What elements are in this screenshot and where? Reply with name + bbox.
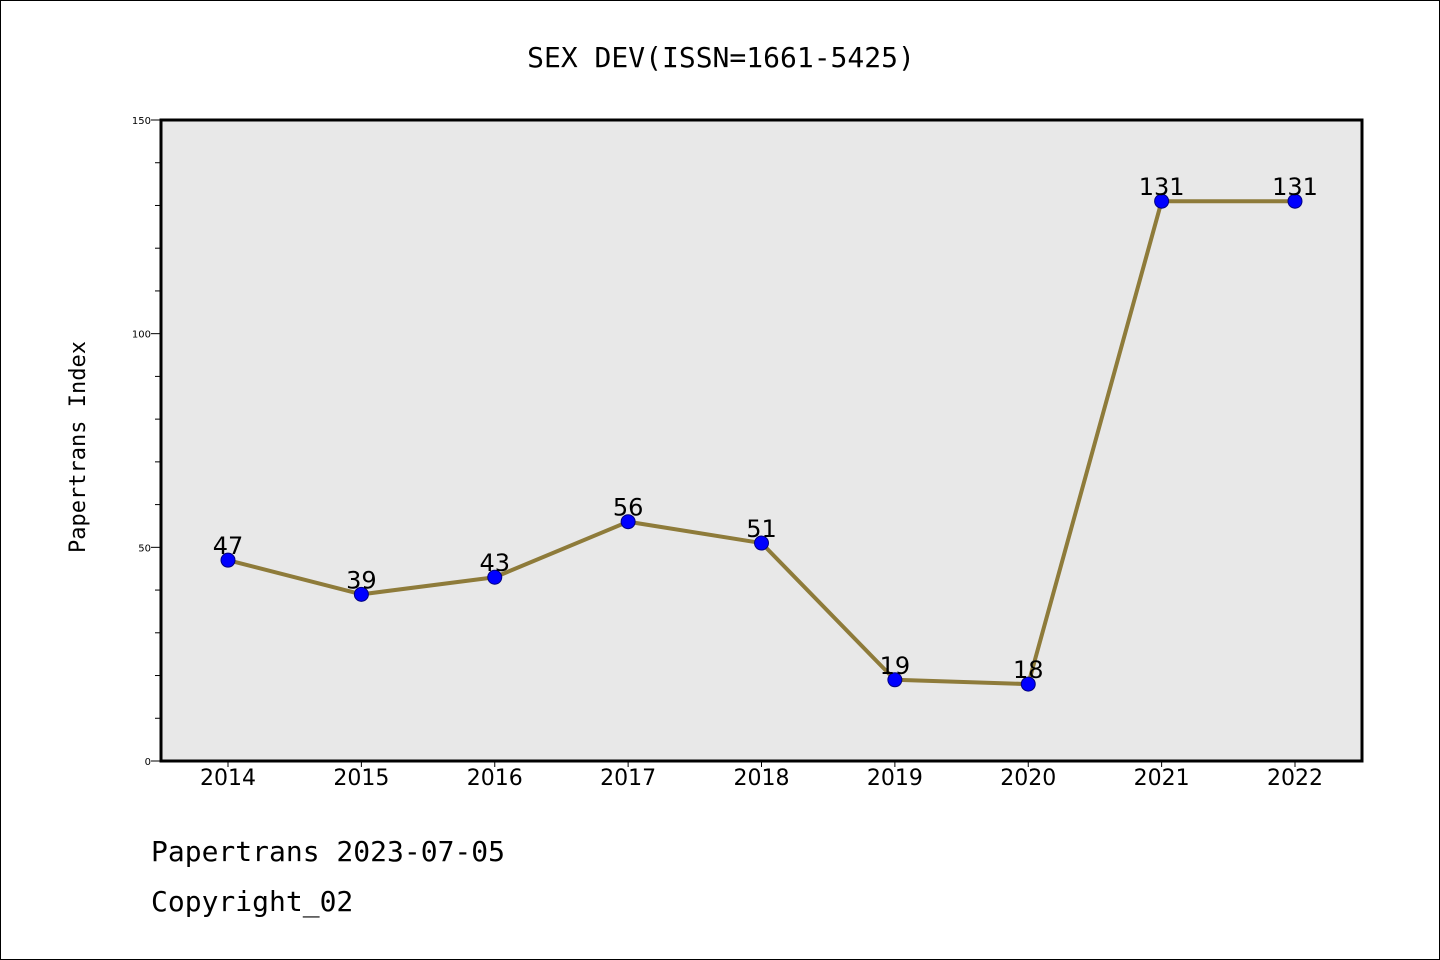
footer-copyright: Copyright_02 <box>151 885 354 918</box>
data-label-2015: 39 <box>346 566 377 594</box>
y-tick-label-150: 150 <box>132 116 151 127</box>
x-tick-label-2016: 2016 <box>467 766 523 791</box>
x-tick-label-2017: 2017 <box>600 766 656 791</box>
data-label-2018: 51 <box>746 515 777 543</box>
x-tick-label-2022: 2022 <box>1267 766 1323 791</box>
y-axis-ticks: 0 50 100 150 <box>132 116 161 768</box>
x-tick-label-2019: 2019 <box>867 766 923 791</box>
chart-title: SEX DEV(ISSN=1661-5425) <box>527 41 915 74</box>
x-tick-label-2014: 2014 <box>200 766 256 791</box>
data-point-2017 <box>620 514 636 530</box>
data-point-2019 <box>887 672 903 688</box>
x-tick-label-2021: 2021 <box>1134 766 1190 791</box>
plot-frame <box>159 118 1364 763</box>
x-axis-ticks: 2014 2015 2016 2017 2018 2019 2020 2021 2022 <box>200 761 1323 791</box>
footer-date: Papertrans 2023-07-05 <box>151 835 506 868</box>
data-label-2017: 56 <box>613 494 644 522</box>
data-point-2020 <box>1020 676 1036 692</box>
y-axis-label: Papertrans Index <box>66 341 91 553</box>
data-point-2022 <box>1287 193 1303 209</box>
data-label-2016: 43 <box>479 549 510 577</box>
data-point-2021 <box>1154 193 1170 209</box>
x-tick-label-2020: 2020 <box>1000 766 1056 791</box>
y-tick-label-50: 50 <box>138 543 151 554</box>
data-label-2014: 47 <box>213 532 244 560</box>
data-label-2021: 131 <box>1139 173 1185 201</box>
x-tick-label-2018: 2018 <box>734 766 790 791</box>
x-tick-label-2015: 2015 <box>333 766 389 791</box>
y-tick-label-0: 0 <box>145 757 151 768</box>
data-point-2016 <box>487 569 503 585</box>
y-tick-label-100: 100 <box>132 330 151 341</box>
data-label-2019: 19 <box>880 652 911 680</box>
data-point-2015 <box>353 586 369 602</box>
data-label-2020: 18 <box>1013 656 1044 684</box>
series-group: 47 39 43 56 51 19 18 131 131 <box>213 173 1318 692</box>
data-point-2018 <box>754 535 769 551</box>
plot-area <box>161 120 1362 761</box>
data-label-2022: 131 <box>1272 173 1318 201</box>
data-point-2014 <box>220 552 236 568</box>
